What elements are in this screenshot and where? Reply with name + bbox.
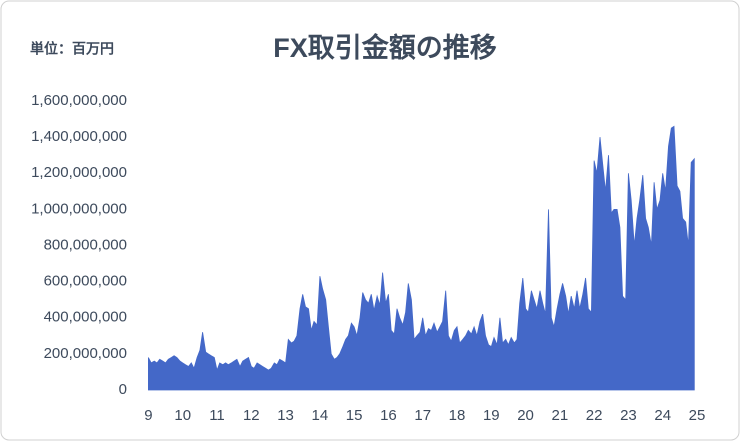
y-tick-label: 0	[119, 381, 127, 398]
y-tick-label: 1,600,000,000	[31, 92, 127, 109]
y-tick-label: 800,000,000	[44, 236, 127, 253]
x-tick-label: 11	[209, 407, 225, 424]
x-tick-label: 15	[346, 407, 363, 424]
x-tick-label: 25	[689, 407, 706, 424]
y-tick-label: 1,000,000,000	[31, 200, 127, 217]
x-tick-label: 12	[243, 407, 260, 424]
y-tick-label: 1,400,000,000	[31, 128, 127, 145]
y-tick-label: 200,000,000	[44, 345, 127, 362]
area	[148, 125, 695, 391]
y-tick-label: 400,000,000	[44, 309, 127, 326]
x-tick-label: 9	[144, 407, 152, 424]
x-tick-label: 20	[517, 407, 534, 424]
x-tick-label: 18	[449, 407, 466, 424]
x-tick-label: 13	[277, 407, 294, 424]
x-tick-label: 19	[483, 407, 500, 424]
x-tick-label: 14	[312, 407, 329, 424]
x-tick-label: 21	[552, 407, 569, 424]
x-tick-label: 16	[380, 407, 397, 424]
y-tick-label: 1,200,000,000	[31, 164, 127, 181]
x-tick-label: 10	[174, 407, 191, 424]
x-tick-label: 24	[654, 407, 671, 424]
y-tick-label: 600,000,000	[44, 273, 127, 290]
x-tick-label: 22	[586, 407, 603, 424]
chart-title: FX取引金額の推移	[273, 32, 497, 63]
unit-label: 単位：百万円	[30, 41, 114, 57]
x-tick-label: 23	[620, 407, 637, 424]
x-tick-label: 17	[414, 407, 431, 424]
